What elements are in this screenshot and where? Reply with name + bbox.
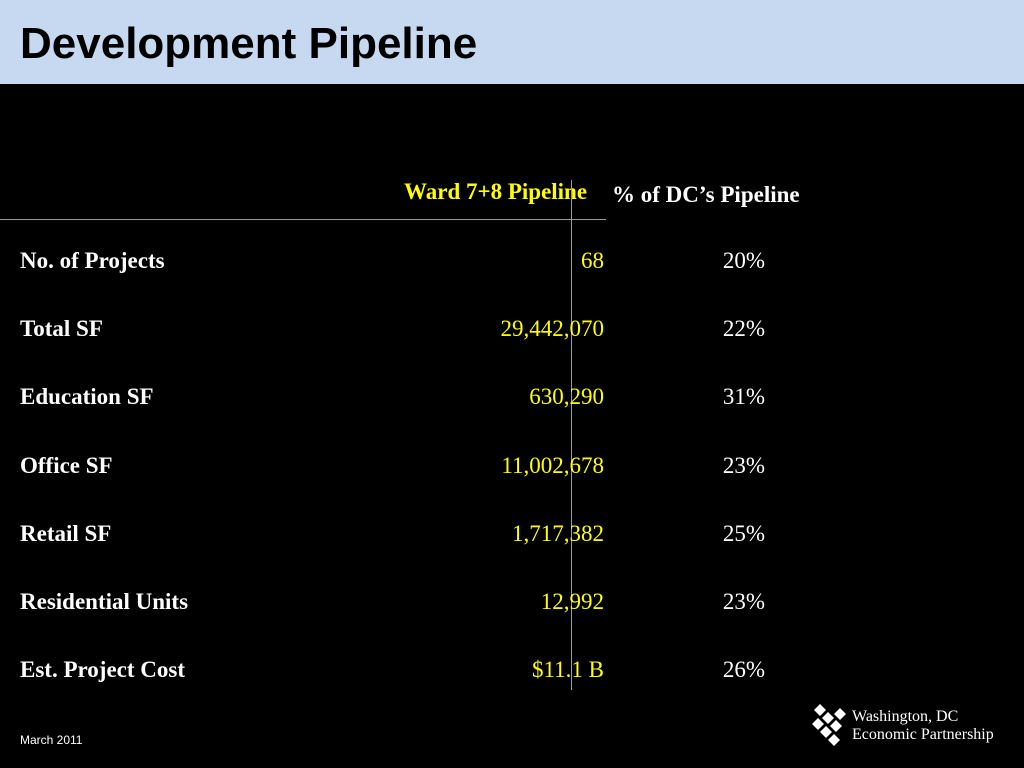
row-percent: 25% — [722, 521, 765, 546]
row-value: 1,717,382 — [512, 521, 604, 546]
footer-date: March 2011 — [20, 733, 83, 747]
title-bar: Development Pipeline — [0, 0, 1024, 84]
partner-logo: Washington, DC Economic Partnership — [808, 700, 1008, 748]
table-row: Residential Units 12,992 23% — [0, 587, 1024, 617]
table-row: Est. Project Cost $11.1 B 26% — [0, 655, 1024, 685]
row-percent: 31% — [722, 384, 765, 409]
header-divider — [0, 219, 606, 220]
row-label: Residential Units — [20, 589, 189, 614]
row-percent: 23% — [722, 589, 765, 614]
page-title: Development Pipeline — [20, 19, 478, 68]
diamond-cluster-icon — [812, 704, 846, 746]
row-label: Office SF — [20, 453, 113, 478]
table-row: Total SF 29,442,070 22% — [0, 314, 1024, 344]
row-value: 12,992 — [540, 589, 604, 614]
row-label: Total SF — [20, 316, 103, 341]
row-label: No. of Projects — [20, 248, 165, 273]
row-percent: 20% — [722, 248, 765, 273]
column-divider — [571, 180, 572, 690]
table-row: No. of Projects 68 20% — [0, 246, 1024, 276]
row-label: Retail SF — [20, 521, 112, 546]
column-header-dc-share: % of DC’s Pipeline — [612, 182, 800, 207]
row-percent: 23% — [722, 453, 765, 478]
table-row: Education SF 630,290 31% — [0, 382, 1024, 412]
table-row: Retail SF 1,717,382 25% — [0, 519, 1024, 549]
row-label: Est. Project Cost — [20, 657, 185, 682]
row-percent: 22% — [722, 316, 765, 341]
row-value: 29,442,070 — [500, 316, 605, 341]
row-label: Education SF — [20, 384, 154, 409]
row-value: 630,290 — [529, 384, 604, 409]
row-value: 11,002,678 — [501, 453, 604, 478]
table-row: Office SF 11,002,678 23% — [0, 451, 1024, 481]
row-value: $11.1 B — [532, 657, 604, 682]
logo-text-line-2: Economic Partnership — [852, 726, 994, 743]
row-value: 68 — [581, 248, 604, 273]
logo-text-line-1: Washington, DC — [852, 708, 959, 725]
row-percent: 26% — [722, 657, 765, 682]
column-header-ward-pipeline: Ward 7+8 Pipeline — [404, 179, 588, 204]
